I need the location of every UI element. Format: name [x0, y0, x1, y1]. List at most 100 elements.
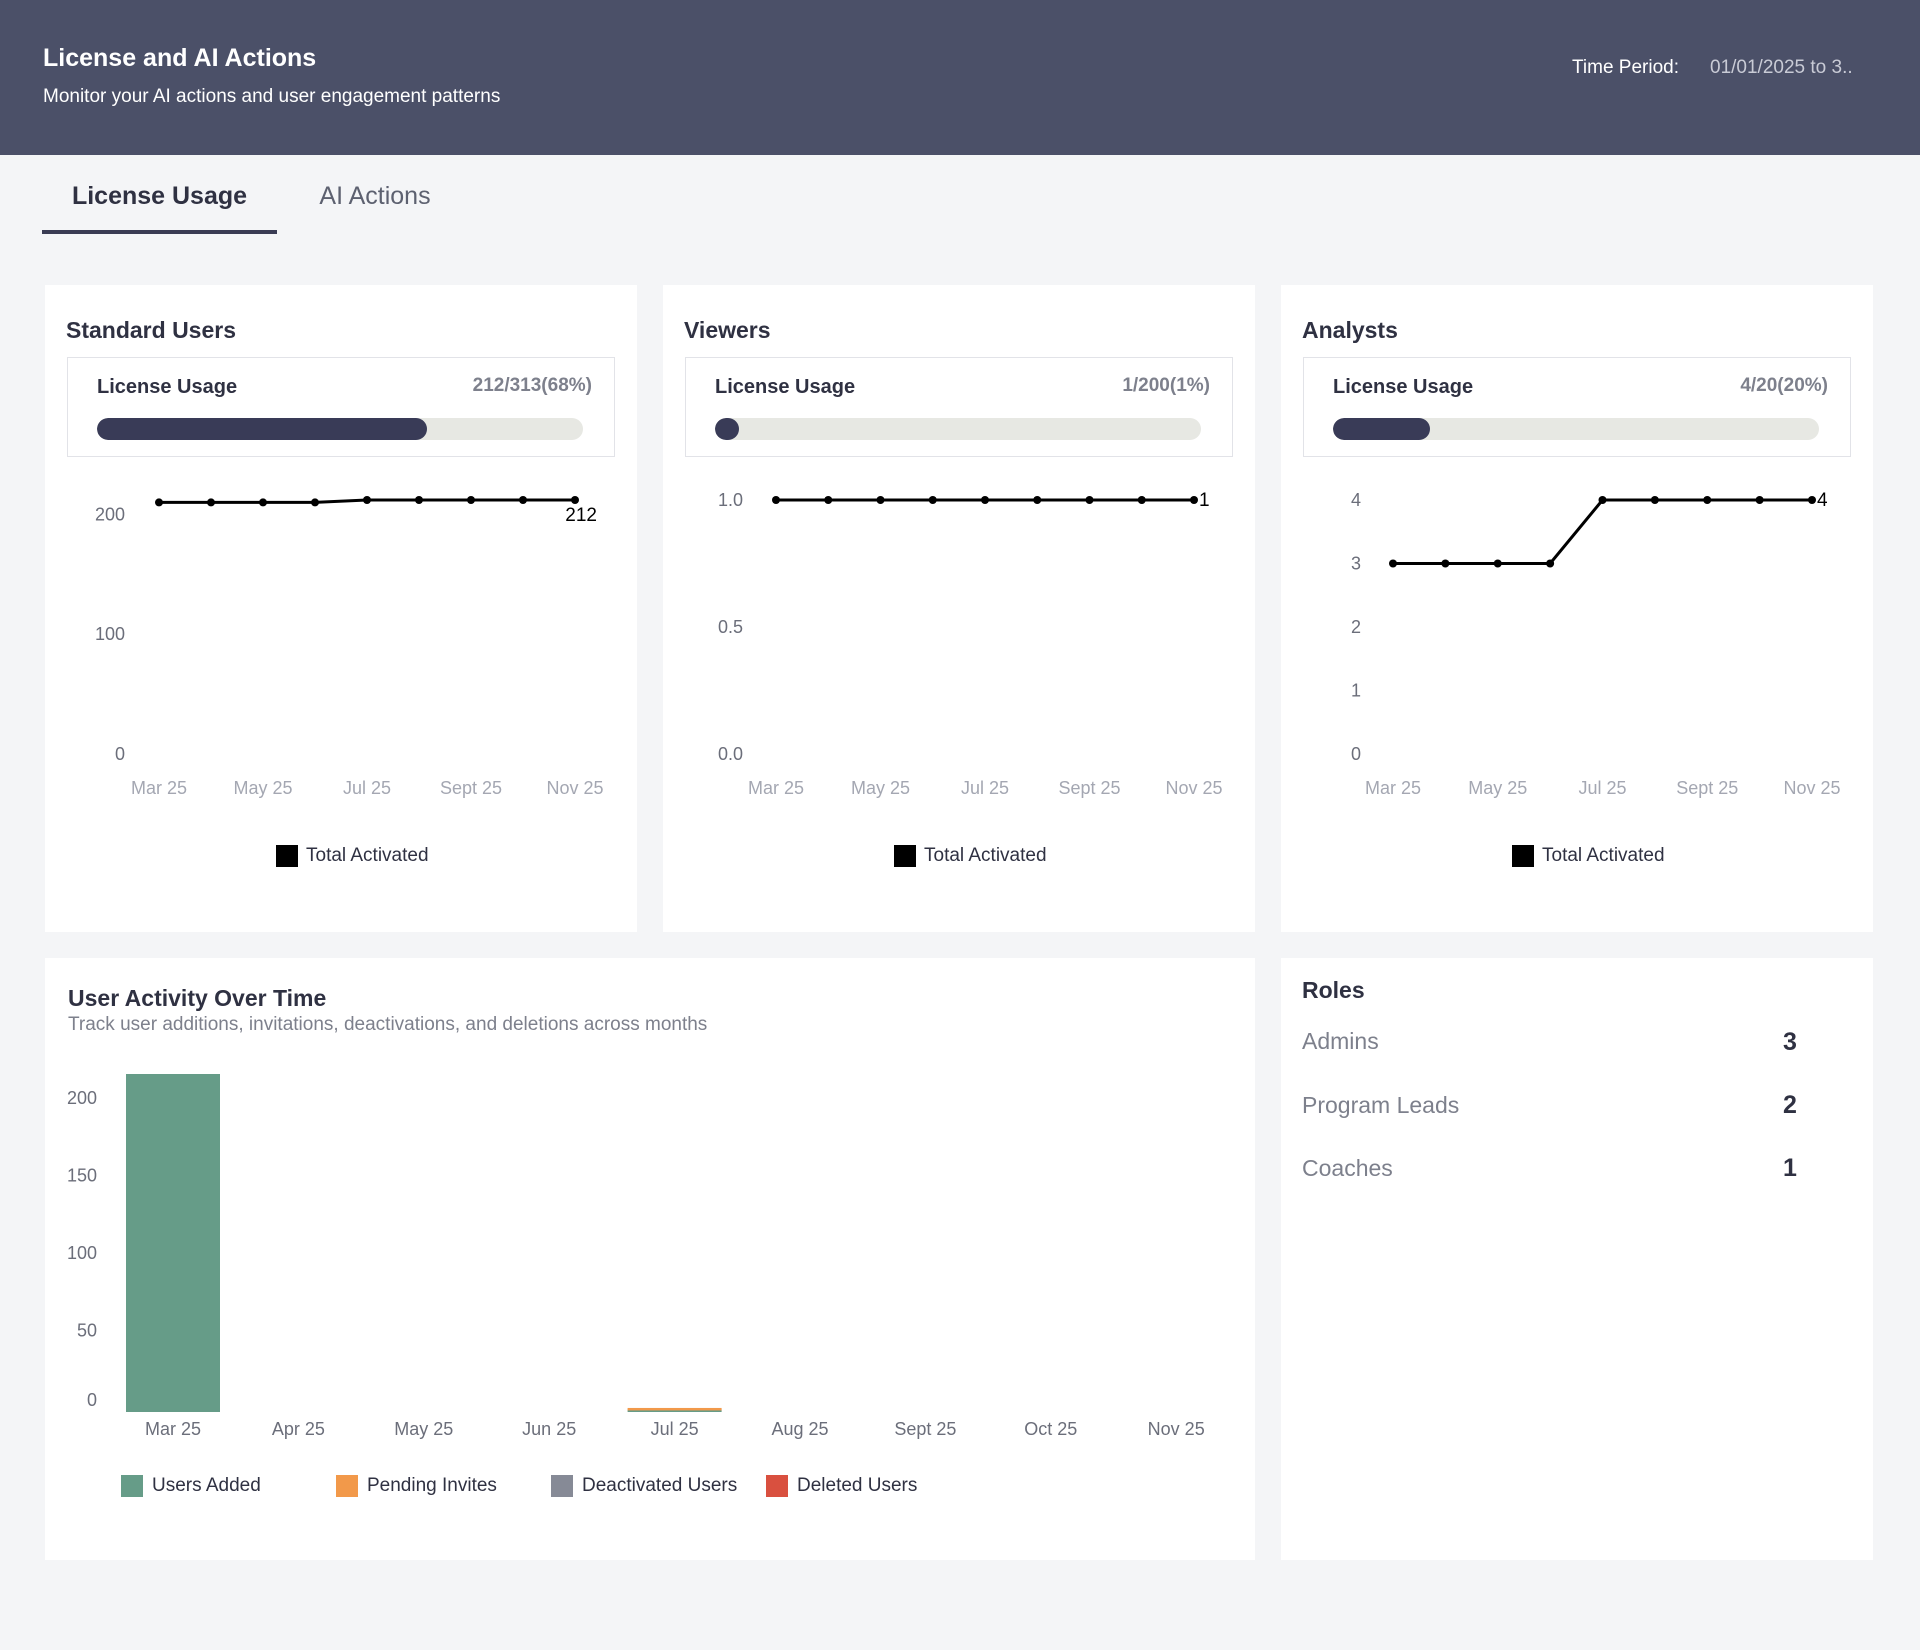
end-value-label: 1: [1199, 490, 1210, 511]
y-tick-label: 100: [67, 1243, 97, 1263]
x-tick-label: May 25: [233, 778, 292, 798]
data-point: [519, 496, 527, 504]
x-tick-label: Mar 25: [748, 778, 804, 798]
data-point: [1190, 496, 1198, 504]
x-tick-label: Sept 25: [440, 778, 502, 798]
user-activity-bar-chart: 0 50 100 150 200 Mar 25 Apr 25 May 25 Jun 25 Jul …: [67, 1074, 1205, 1439]
user-activity-subtitle: Track user additions, invitations, deact…: [68, 1014, 708, 1035]
chart-legend: Total Activated: [276, 845, 429, 867]
data-point: [1033, 496, 1042, 504]
legend-swatch: [276, 845, 298, 867]
x-tick-label: May 25: [1468, 778, 1527, 798]
legend-swatch: [766, 1475, 788, 1497]
role-count-admins: 3: [1783, 1028, 1797, 1056]
user-activity-title: User Activity Over Time: [68, 985, 327, 1011]
y-tick-label: 100: [95, 624, 125, 644]
data-point: [876, 496, 885, 504]
x-tick-label: Jul 25: [343, 778, 391, 798]
y-tick-label: 1.0: [718, 490, 743, 510]
legend-swatch: [336, 1475, 358, 1497]
x-tick-label: Nov 25: [1783, 778, 1840, 798]
data-point: [1546, 559, 1555, 568]
standard-users-line-chart: 0 100 200 Mar 25 May 25 Jul 25 Sept 25 Nov 25 21…: [95, 496, 604, 798]
page-subtitle: Monitor your AI actions and user engagem…: [43, 86, 501, 107]
y-tick-label: 2: [1351, 617, 1361, 637]
x-tick-label: Jul 25: [961, 778, 1009, 798]
license-usage-label: License Usage: [97, 376, 238, 398]
y-tick-label: 1: [1351, 681, 1361, 701]
bar-pending-invites: [627, 1407, 722, 1411]
x-tick-label: Oct 25: [1024, 1419, 1077, 1439]
legend-swatch: [551, 1475, 573, 1497]
y-tick-label: 200: [67, 1088, 97, 1108]
viewers-line-chart: 0.0 0.5 1.0 Mar 25 May 25 Jul 25 Sept 25 Nov 25…: [718, 490, 1223, 798]
legend-label: Total Activated: [306, 845, 429, 866]
card-title: Viewers: [684, 317, 771, 343]
legend-label: Deleted Users: [797, 1475, 918, 1496]
y-tick-label: 0: [115, 744, 125, 764]
roles-title: Roles: [1302, 977, 1365, 1003]
y-tick-label: 4: [1351, 490, 1361, 510]
data-point: [467, 496, 475, 504]
data-point: [1137, 496, 1146, 504]
y-tick-label: 0.0: [718, 744, 743, 764]
data-point: [571, 496, 579, 504]
data-point: [981, 496, 989, 504]
roles-card: [1281, 958, 1873, 1560]
card-title: Standard Users: [66, 317, 237, 343]
legend-swatch: [1512, 845, 1534, 867]
end-value-label: 4: [1817, 490, 1828, 511]
license-usage-box: License Usage 4/20(20%): [1303, 357, 1851, 457]
data-point: [415, 496, 423, 504]
bar-legend-deactivated-users: Deactivated Users: [551, 1475, 737, 1497]
bar-users-added: [627, 1409, 722, 1412]
tab-license-usage[interactable]: License Usage: [42, 178, 277, 234]
data-point: [207, 498, 215, 507]
data-point: [824, 496, 833, 504]
legend-label: Total Activated: [1542, 845, 1665, 866]
bar-legend-pending-invites: Pending Invites: [336, 1475, 497, 1497]
x-tick-label: May 25: [851, 778, 910, 798]
y-tick-label: 50: [77, 1320, 97, 1340]
bar-legend-deleted-users: Deleted Users: [766, 1475, 917, 1497]
card-title: Analysts: [1302, 317, 1398, 343]
analysts-card: Analysts License Usage 4/20(20%): [1281, 285, 1873, 932]
data-point: [1389, 559, 1397, 568]
license-usage-progress-fill: [97, 418, 428, 440]
x-tick-label: Nov 25: [1165, 778, 1222, 798]
x-tick-label: Aug 25: [771, 1419, 828, 1439]
tab-ai-actions[interactable]: AI Actions: [319, 182, 431, 210]
data-point: [1598, 496, 1607, 504]
legend-label: Deactivated Users: [582, 1475, 738, 1496]
bar-legend-users-added: Users Added: [121, 1475, 261, 1497]
role-label-program-leads: Program Leads: [1302, 1092, 1460, 1118]
license-usage-progress-fill: [1333, 418, 1431, 440]
user-activity-card: [45, 958, 1255, 1560]
x-tick-label: Mar 25: [145, 1419, 201, 1439]
analysts-line-chart: 0 1 2 3 4 Mar 25 May 25 Jul 25 Sept 25 Nov 25 4: [1351, 490, 1841, 798]
bar-users-added: [126, 1074, 220, 1412]
role-label-admins: Admins: [1302, 1028, 1379, 1054]
chart-legend: Total Activated: [894, 845, 1047, 867]
data-point: [1650, 496, 1659, 504]
data-point: [1493, 559, 1502, 568]
license-usage-value: 1/200(1%): [1122, 375, 1210, 396]
time-period-selector[interactable]: 01/01/2025 to 3..: [1710, 57, 1853, 78]
y-tick-label: 200: [95, 504, 125, 524]
y-tick-label: 150: [67, 1165, 97, 1185]
data-point: [1085, 496, 1094, 504]
page-title: License and AI Actions: [43, 44, 317, 72]
data-point: [259, 498, 267, 507]
x-tick-label: Nov 25: [546, 778, 603, 798]
data-point: [363, 496, 371, 504]
license-usage-box: License Usage 1/200(1%): [685, 357, 1233, 457]
legend-label: Total Activated: [924, 845, 1047, 866]
page-header: License and AI Actions Monitor your AI a…: [0, 0, 1920, 155]
license-usage-progress-track: [97, 418, 583, 440]
data-point: [155, 498, 163, 507]
series-line: [1393, 498, 1812, 565]
x-tick-label: Nov 25: [1148, 1419, 1205, 1439]
data-point: [311, 498, 319, 507]
license-usage-box: License Usage 212/313(68%): [67, 357, 615, 457]
license-usage-value: 212/313(68%): [472, 375, 592, 396]
